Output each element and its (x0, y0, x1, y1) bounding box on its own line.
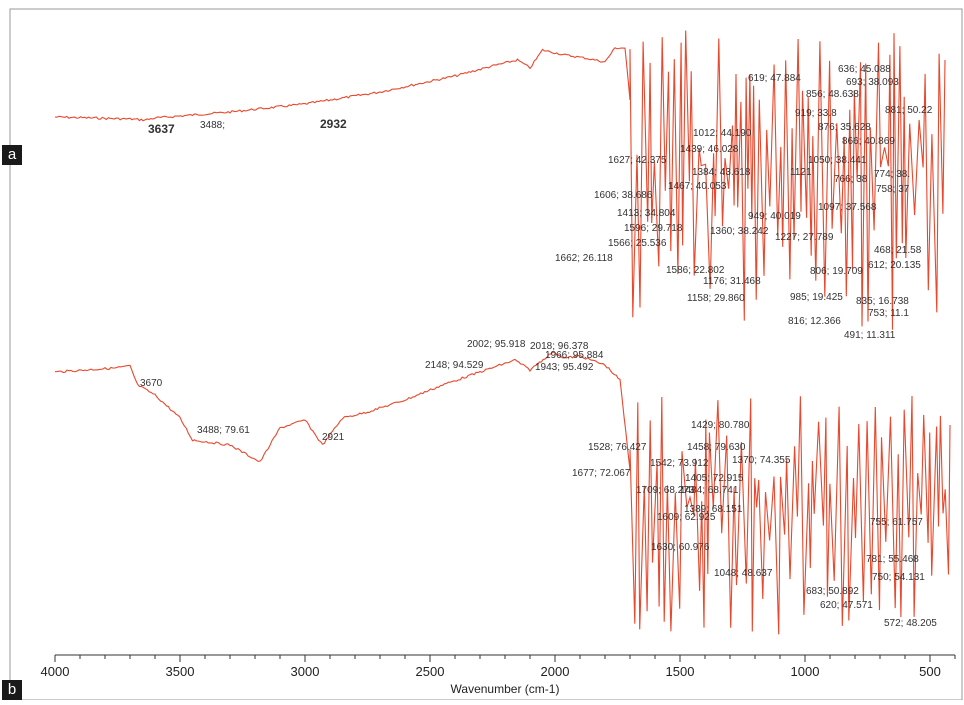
x-axis-label: Wavenumber (cm-1) (451, 682, 560, 696)
a-peak-label-1176: 1176; 31.468 (703, 276, 761, 287)
b-peak-label-1677: 1677; 72.067 (572, 468, 631, 479)
a-peak-label-766: 766; 38 (834, 174, 868, 185)
a-peak-label-1121: 1121 (790, 167, 812, 178)
b-peak-label-1484: 1484; 68.741 (680, 485, 739, 496)
b-peak-label-1542: 1542; 73.912 (650, 458, 709, 469)
a-peak-label-491: 491; 11.311 (844, 330, 896, 341)
spectrum-a-line (54, 30, 946, 330)
x-tick-label-2000: 2000 (541, 664, 570, 679)
a-peak-label-758: 758; 37 (876, 184, 910, 195)
a-peak-label-1467: 1467; 40.053 (668, 181, 727, 192)
a-peak-label-1596: 1596; 29.718 (624, 223, 683, 234)
a-peak-label-816: 816; 12.366 (788, 316, 841, 327)
spectrum-b-line (54, 351, 951, 635)
b-peak-label-2002: 2002; 95.918 (467, 339, 526, 350)
a-peak-label-1413: 1413; 34.804 (617, 208, 676, 219)
a-peak-label-468: 468; 21.58 (874, 245, 922, 256)
x-tick-label-3500: 3500 (166, 664, 195, 679)
a-peak-label-619: 619; 47.884 (748, 73, 801, 84)
b-peak-label-1458: 1458; 79.630 (687, 442, 746, 453)
a-peak-label-3637: 3637 (148, 122, 175, 136)
x-tick-label-500: 500 (919, 664, 941, 679)
x-tick-label-2500: 2500 (416, 664, 445, 679)
a-peak-label-856: 856; 48.638 (806, 89, 859, 100)
b-peak-label-1370: 1370; 74.355 (732, 455, 791, 466)
a-peak-label-1360: 1360; 38.242 (710, 226, 769, 237)
x-tick-label-1500: 1500 (666, 664, 695, 679)
b-peak-label-2018: 2018; 96.378 (530, 341, 589, 352)
b-peak-label-1528: 1528; 76.427 (588, 442, 647, 453)
panel-label-a: a (2, 145, 22, 165)
b-peak-label-781: 781; 55.468 (866, 554, 919, 565)
x-tick-label-3000: 3000 (291, 664, 320, 679)
b-peak-label-750: 750; 54.131 (872, 572, 925, 583)
a-peak-label-881: 881; 50.22 (885, 105, 933, 116)
a-peak-label-835: 835; 16.738 (856, 296, 909, 307)
b-peak-label-3488: 3488; 79.61 (197, 425, 250, 436)
a-peak-label-1050: 1050; 38.441 (808, 155, 867, 166)
b-peak-label-1405: 1405; 72.915 (685, 473, 744, 484)
a-peak-label-919: 919; 33.8 (795, 108, 837, 119)
a-peak-label-1586: 1586; 22.802 (666, 265, 725, 276)
a-peak-label-985: 985; 19.425 (790, 292, 843, 303)
b-peak-label-1609: 1609; 62.925 (657, 512, 716, 523)
a-peak-label-1566: 1566; 25.536 (608, 238, 667, 249)
a-peak-label-774: 774; 38. (874, 169, 910, 180)
b-peak-label-2148: 2148; 94.529 (425, 360, 484, 371)
a-peak-label-806: 806; 19.709 (810, 266, 863, 277)
b-peak-label-1048: 1048; 48.637 (714, 568, 773, 579)
a-peak-label-636: 636; 45.088 (838, 64, 891, 75)
b-peak-label-1630: 1630; 60.976 (651, 542, 710, 553)
panel-label-b: b (2, 680, 22, 700)
a-peak-label-949: 949; 40.019 (748, 211, 801, 222)
b-peak-label-1389: 1389; 68.151 (684, 504, 743, 515)
x-tick-label-1000: 1000 (791, 664, 820, 679)
b-peak-label-683: 683; 50.892 (806, 586, 859, 597)
a-peak-label-1662: 1662; 26.118 (555, 253, 613, 264)
a-peak-label-2932: 2932 (320, 117, 347, 131)
b-peak-label-620: 620; 47.571 (820, 600, 873, 611)
a-peak-label-1384: 1384; 43.618 (692, 167, 751, 178)
a-peak-label-753: 753; 11.1 (868, 308, 909, 319)
b-peak-label-572: 572; 48.205 (884, 618, 937, 629)
a-peak-label-1227: 1227; 27.789 (775, 232, 834, 243)
a-peak-label-1012: 1012; 44.190 (693, 128, 752, 139)
b-peak-label-1709: 1709; 68.273 (636, 485, 695, 496)
b-peak-label-755: 755; 61.757 (870, 517, 923, 528)
a-peak-label-612: 612; 20.135 (868, 260, 921, 271)
a-peak-label-1439: 1439; 46.028 (680, 144, 739, 155)
b-peak-label-3670: 3670 (140, 378, 163, 389)
a-peak-label-3488: 3488; (200, 120, 225, 131)
a-peak-label-1097: 1097; 37.568 (818, 202, 877, 213)
b-peak-label-1429: 1429; 80.780 (691, 420, 750, 431)
a-peak-label-876: 876; 35.628 (818, 122, 871, 133)
a-peak-label-1627: 1627; 42.375 (608, 155, 667, 166)
a-peak-label-1158: 1158; 29.860 (687, 293, 745, 304)
a-peak-label-866: 866; 40.869 (842, 136, 895, 147)
x-tick-label-4000: 4000 (41, 664, 70, 679)
b-peak-label-1966: 1966; 95.884 (545, 350, 604, 361)
b-peak-label-2921: 2921 (322, 432, 345, 443)
a-peak-label-1606: 1606; 38.686 (594, 190, 653, 201)
a-peak-label-693: 693; 38.093 (846, 77, 899, 88)
b-peak-label-1943: 1943; 95.492 (535, 362, 594, 373)
